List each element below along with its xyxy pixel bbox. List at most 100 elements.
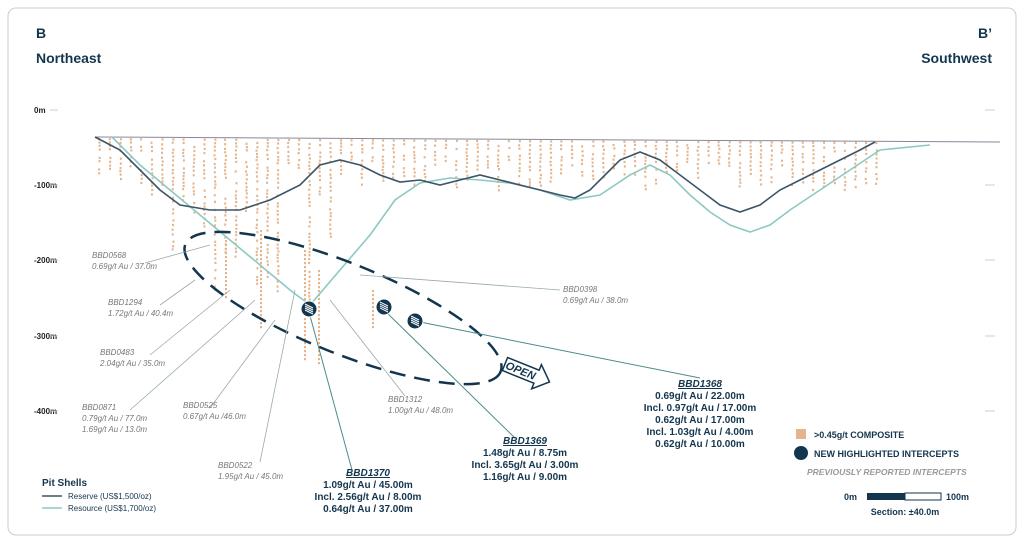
composite [308,200,311,204]
composite [749,153,752,156]
composite [644,175,647,178]
composite [686,160,689,163]
composite [591,161,594,164]
composite [833,166,836,169]
icon-stripe [379,305,389,311]
composite [318,270,320,273]
composite [339,148,342,152]
composite [476,139,479,143]
composite [287,138,290,142]
composite [623,173,626,176]
icon-stripe [410,317,420,323]
composite [318,350,320,353]
composite [759,164,762,168]
composite [266,153,269,156]
composite [234,205,237,208]
composite [161,183,164,187]
composite [434,139,437,142]
composite [234,194,237,197]
composite [802,145,805,148]
composite [466,139,469,143]
composite-swatch [796,429,806,439]
composite [560,164,563,167]
composite [875,141,878,145]
composite [245,170,248,173]
composite [225,240,227,243]
composite [392,172,395,176]
icon-stripe [304,309,314,315]
composite [360,183,363,186]
composite [560,168,563,171]
composite [182,151,185,155]
composite [260,326,262,329]
composite [801,172,804,175]
composite [382,162,385,165]
composite [225,260,227,263]
composite [633,148,636,151]
composite [260,306,262,309]
composite [697,158,700,161]
composite [633,140,636,143]
depth-label: -400m [34,407,57,416]
composite [602,157,605,160]
composite [260,278,262,281]
composite [676,162,679,166]
composite [266,138,269,142]
composite [277,177,280,180]
composite [497,161,500,164]
composite [287,145,290,149]
composite [360,163,363,166]
composite [560,140,563,143]
composite [728,141,731,144]
composite [225,244,227,247]
composite [465,165,468,168]
composite [318,354,320,357]
composite [140,145,143,148]
composite [424,144,427,147]
composite [161,147,164,150]
composite [843,188,846,192]
scale-bar-dark [867,493,905,500]
composite [287,158,290,162]
composite [172,176,175,179]
composite [318,290,320,293]
composite [308,153,311,156]
composite [371,159,374,163]
composite [581,159,584,162]
composite [665,170,668,173]
composite [266,189,269,192]
composite [171,141,174,144]
composite [812,169,815,172]
icon-stripe [304,307,314,313]
composite [770,149,773,152]
composite [361,151,364,154]
composite [225,268,227,271]
composite [119,141,122,144]
composite [833,175,836,178]
composite [539,165,542,168]
composite [235,230,238,234]
composite [266,220,269,223]
composite [350,139,353,142]
composite [224,158,227,162]
composite [318,334,320,337]
composite [644,145,647,148]
composite [360,176,363,179]
composite [591,165,594,168]
composite [539,184,542,187]
composite [287,141,290,145]
composite [319,151,322,154]
composite [476,150,479,153]
composite [172,200,175,203]
composite [318,159,321,162]
composite [497,154,500,157]
composite [260,238,262,241]
composite [791,157,794,160]
composite [203,143,206,146]
composite [508,158,511,161]
composite [675,165,678,169]
composite [318,342,320,345]
composite [665,159,668,162]
composite [549,164,552,167]
composite [277,169,280,172]
